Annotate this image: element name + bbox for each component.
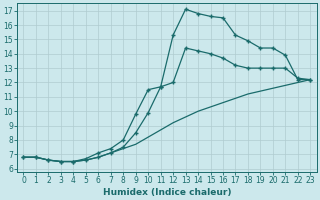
X-axis label: Humidex (Indice chaleur): Humidex (Indice chaleur) [103, 188, 231, 197]
